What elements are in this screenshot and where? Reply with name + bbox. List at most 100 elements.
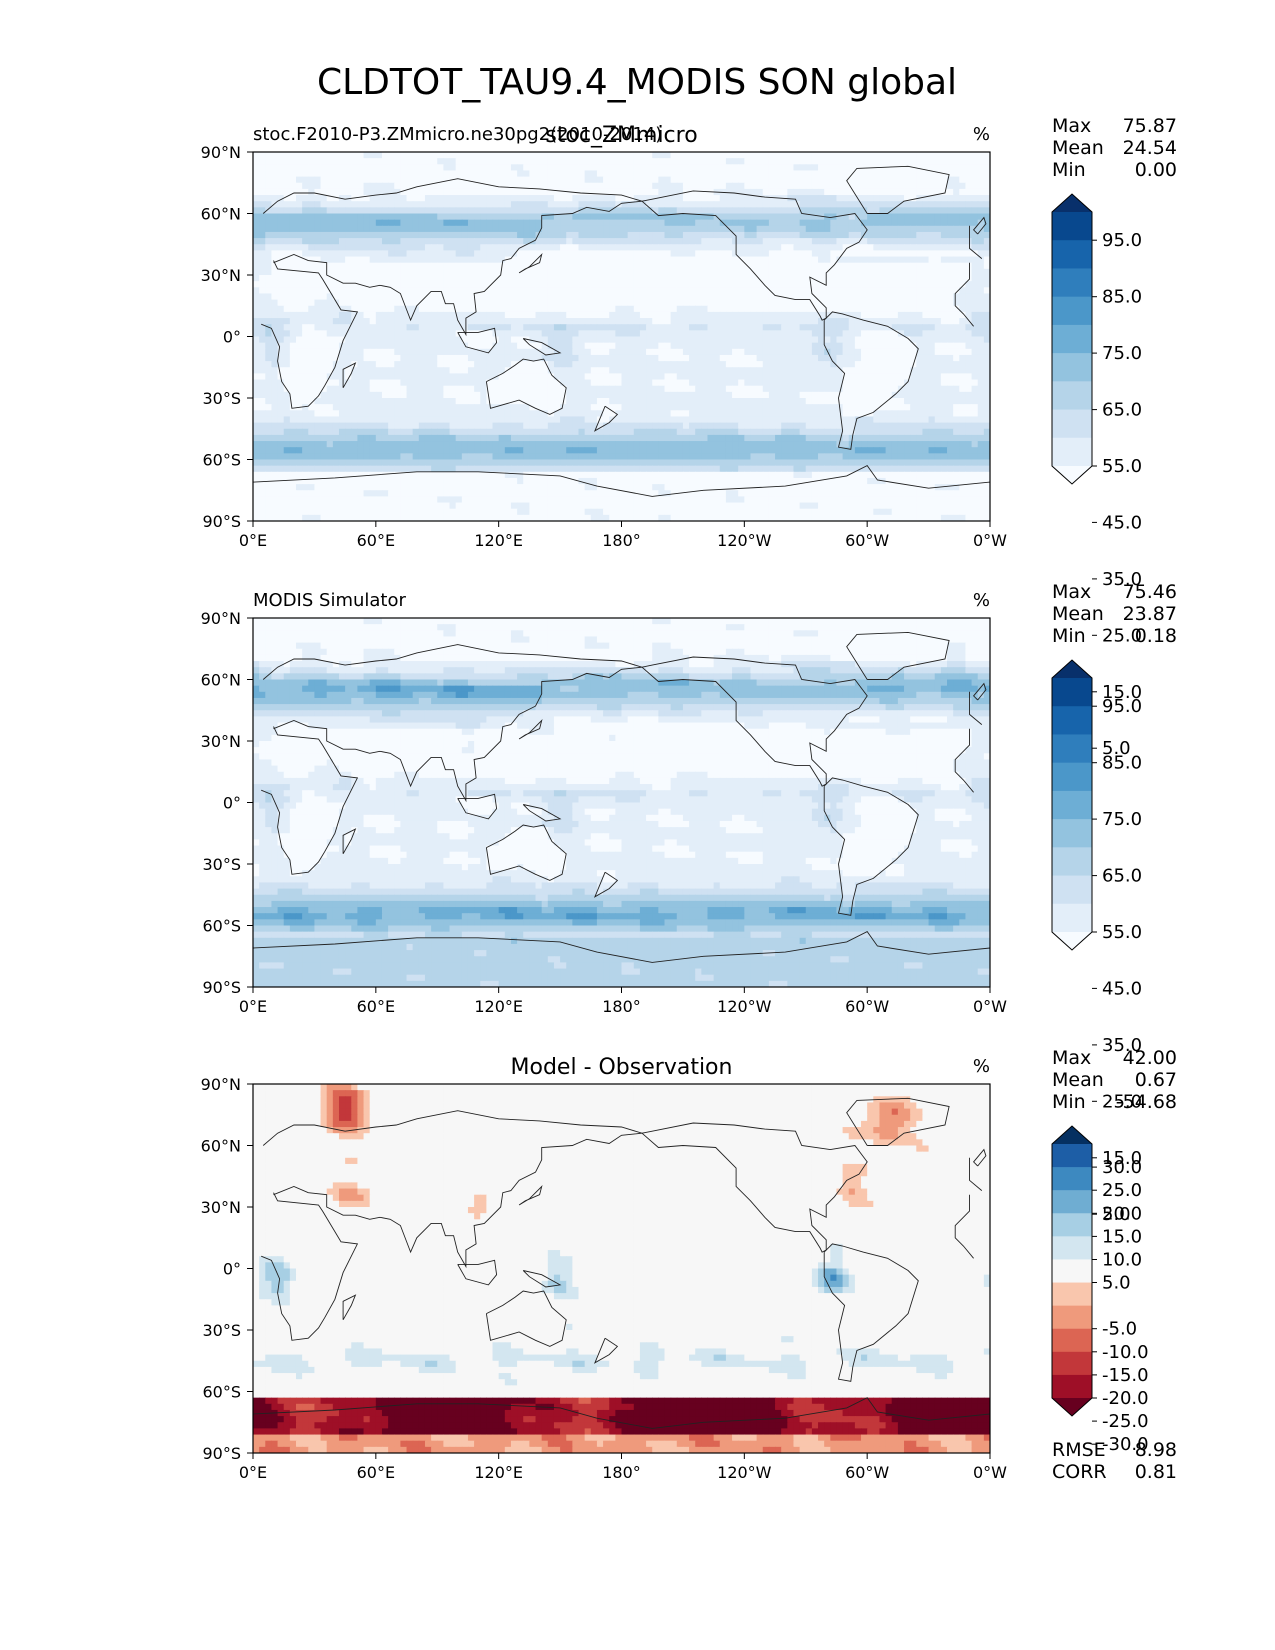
field-cell <box>375 324 383 331</box>
field-cell <box>596 256 604 264</box>
field-cell <box>523 336 530 344</box>
field-cell <box>578 201 586 208</box>
field-cell <box>566 348 573 356</box>
field-cell <box>302 152 309 159</box>
field-cell <box>676 373 684 381</box>
field-cell <box>253 348 260 356</box>
field-cell <box>805 379 813 387</box>
field-cell <box>314 268 322 276</box>
field-cell <box>400 225 408 233</box>
field-cell <box>437 311 444 319</box>
field-cell <box>670 176 678 184</box>
field-cell <box>922 262 930 270</box>
field-cell <box>547 268 555 276</box>
field-cell <box>916 318 924 325</box>
field-cell <box>848 188 856 196</box>
field-cell <box>689 201 696 208</box>
field-cell <box>959 256 967 264</box>
field-cell <box>369 324 377 331</box>
field-cell <box>959 330 967 338</box>
field-cell <box>449 342 457 350</box>
field-cell <box>799 398 807 405</box>
field-cell <box>271 207 279 215</box>
field-cell <box>848 195 856 202</box>
field-cell <box>381 373 389 381</box>
field-cell <box>381 391 389 399</box>
field-cell <box>431 361 438 368</box>
field-cell <box>259 330 266 338</box>
field-cell <box>480 225 487 233</box>
field-cell <box>891 373 899 381</box>
field-cell <box>523 361 530 368</box>
field-cell <box>400 342 408 350</box>
field-cell <box>861 281 868 288</box>
field-cell <box>959 195 967 202</box>
field-cell <box>744 182 752 190</box>
field-cell <box>449 354 457 362</box>
field-cell <box>480 201 487 208</box>
field-cell <box>400 287 408 295</box>
field-cell <box>627 354 635 362</box>
field-cell <box>338 262 346 270</box>
field-cell <box>891 379 899 387</box>
field-cell <box>830 182 838 190</box>
field-cell <box>682 287 690 295</box>
field-cell <box>768 225 776 233</box>
field-cell <box>541 176 549 184</box>
field-cell <box>541 281 549 288</box>
field-cell <box>467 213 475 221</box>
field-cell <box>787 293 795 301</box>
field-cell <box>768 170 776 178</box>
field-cell <box>603 275 610 282</box>
field-cell <box>498 164 506 172</box>
field-cell <box>363 225 371 233</box>
field-cell <box>357 391 365 399</box>
field-cell <box>363 354 371 362</box>
field-cell <box>302 207 309 215</box>
field-cell <box>873 262 881 270</box>
field-cell <box>609 238 616 245</box>
field-cell <box>719 336 727 344</box>
field-cell <box>277 164 285 172</box>
field-cell <box>676 170 684 178</box>
field-cell <box>498 330 506 338</box>
field-cell <box>535 213 543 221</box>
field-cell <box>443 318 451 325</box>
field-cell <box>639 318 647 325</box>
field-cell <box>375 361 383 368</box>
field-cell <box>486 262 494 270</box>
field-cell <box>873 256 881 264</box>
field-cell <box>738 318 745 325</box>
field-cell <box>351 250 359 258</box>
field-cell <box>320 379 328 387</box>
field-cell <box>510 305 518 313</box>
field-cell <box>940 330 948 338</box>
field-cell <box>713 354 721 362</box>
field-cell <box>375 342 383 350</box>
field-cell <box>983 311 990 319</box>
field-cell <box>787 231 795 239</box>
field-cell <box>953 195 960 202</box>
field-cell <box>775 373 782 381</box>
field-cell <box>553 367 561 374</box>
field-cell <box>492 158 500 165</box>
field-cell <box>590 188 598 196</box>
field-cell <box>928 299 936 307</box>
field-cell <box>277 379 285 387</box>
field-cell <box>744 348 752 356</box>
field-cell <box>756 158 764 165</box>
field-cell <box>609 213 616 221</box>
field-cell <box>922 188 930 196</box>
field-cell <box>627 379 635 387</box>
field-cell <box>756 213 764 221</box>
field-cell <box>971 318 979 325</box>
field-cell <box>824 318 831 325</box>
field-cell <box>904 262 911 270</box>
field-cell <box>658 207 666 215</box>
field-cell <box>443 262 451 270</box>
field-cell <box>461 225 469 233</box>
field-cell <box>547 361 555 368</box>
field-cell <box>805 219 813 227</box>
field-cell <box>658 330 666 338</box>
field-cell <box>867 348 874 356</box>
